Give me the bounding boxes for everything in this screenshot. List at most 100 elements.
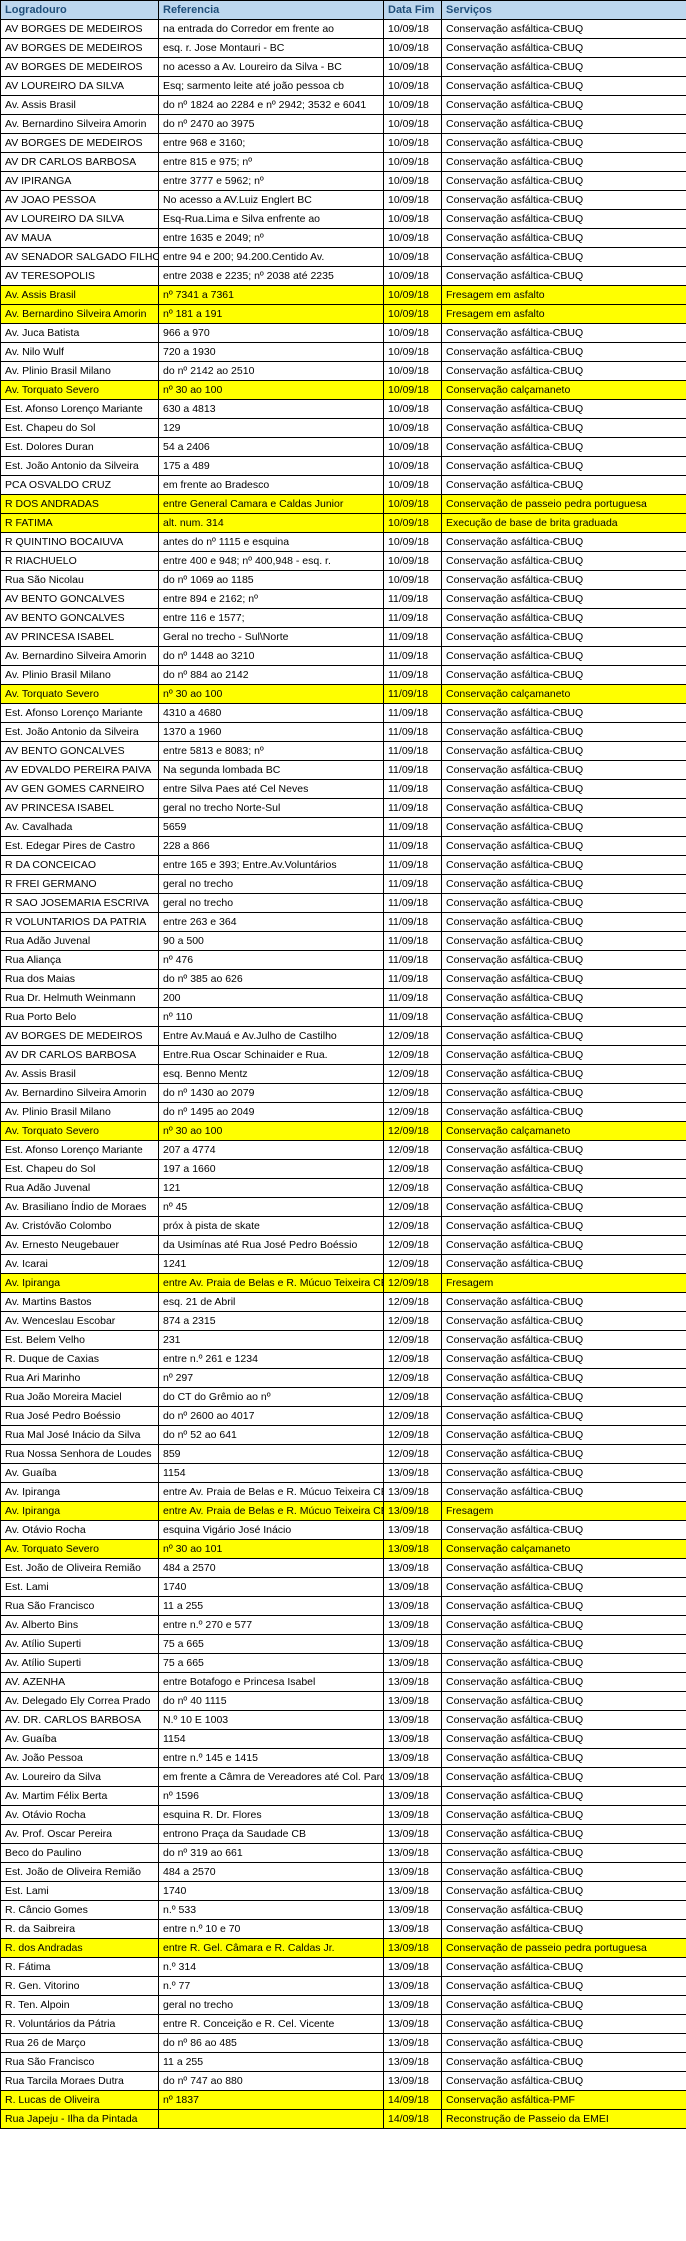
table-cell: Av. Martim Félix Berta (1, 1787, 159, 1806)
table-cell: 13/09/18 (384, 2053, 442, 2072)
table-cell: 13/09/18 (384, 1521, 442, 1540)
table-cell: Av. Plinio Brasil Milano (1, 1103, 159, 1122)
table-cell: Conservação asfáltica-CBUQ (442, 20, 686, 39)
table-cell: N.º 10 E 1003 (159, 1711, 384, 1730)
table-cell: Av. Guaíba (1, 1730, 159, 1749)
table-cell: Conservação asfáltica-CBUQ (442, 58, 686, 77)
table-row: Rua João Moreira Macieldo CT do Grêmio a… (1, 1388, 686, 1407)
table-row: AV SENADOR SALGADO FILHOentre 94 e 200; … (1, 248, 686, 267)
table-header: Logradouro Referencia Data Fim Serviços (1, 1, 686, 20)
table-cell: Conservação asfáltica-CBUQ (442, 1730, 686, 1749)
table-cell: Conservação asfáltica-CBUQ (442, 1578, 686, 1597)
table-cell: Conservação asfáltica-CBUQ (442, 647, 686, 666)
table-cell: Conservação asfáltica-CBUQ (442, 704, 686, 723)
table-cell: Av. Atílio Superti (1, 1635, 159, 1654)
table-cell: 12/09/18 (384, 1331, 442, 1350)
table-cell: 720 a 1930 (159, 343, 384, 362)
table-cell: Conservação asfáltica-CBUQ (442, 571, 686, 590)
table-cell: Conservação asfáltica-CBUQ (442, 1407, 686, 1426)
table-cell: 13/09/18 (384, 1464, 442, 1483)
table-cell: 10/09/18 (384, 362, 442, 381)
table-cell: entre 5813 e 8083; nº (159, 742, 384, 761)
table-cell: Av. Bernardino Silveira Amorin (1, 1084, 159, 1103)
table-cell: 12/09/18 (384, 1160, 442, 1179)
table-row: Av. Plinio Brasil Milanodo nº 1495 ao 20… (1, 1103, 686, 1122)
table-cell: 10/09/18 (384, 20, 442, 39)
table-cell: 859 (159, 1445, 384, 1464)
table-cell: entre Botafogo e Princesa Isabel (159, 1673, 384, 1692)
table-row: AV BORGES DE MEDEIROSesq. r. Jose Montau… (1, 39, 686, 58)
table-row: Est. Afonso Lorenço Mariante4310 a 46801… (1, 704, 686, 723)
table-row: AV. AZENHAentre Botafogo e Princesa Isab… (1, 1673, 686, 1692)
table-cell: Est. João Antonio da Silveira (1, 457, 159, 476)
table-cell: 12/09/18 (384, 1445, 442, 1464)
table-cell: Conservação asfáltica-CBUQ (442, 343, 686, 362)
table-cell: do nº 52 ao 641 (159, 1426, 384, 1445)
table-row: Av. Bernardino Silveira Amorindo nº 1448… (1, 647, 686, 666)
table-cell: 10/09/18 (384, 457, 442, 476)
table-cell: entre Av. Praia de Belas e R. Múcuo Teix… (159, 1274, 384, 1293)
table-cell: 484 a 2570 (159, 1863, 384, 1882)
table-cell: Est. Afonso Lorenço Mariante (1, 704, 159, 723)
table-cell: AV LOUREIRO DA SILVA (1, 210, 159, 229)
table-cell: Conservação asfáltica-CBUQ (442, 837, 686, 856)
table-row: Est. Afonso Lorenço Mariante207 a 477412… (1, 1141, 686, 1160)
table-cell: 11/09/18 (384, 951, 442, 970)
table-cell: Conservação asfáltica-CBUQ (442, 742, 686, 761)
table-cell: entre n.º 261 e 1234 (159, 1350, 384, 1369)
table-row: AV BORGES DE MEDEIROSno acesso a Av. Lou… (1, 58, 686, 77)
table-cell: 200 (159, 989, 384, 1008)
table-cell: 13/09/18 (384, 2034, 442, 2053)
table-cell: Conservação asfáltica-CBUQ (442, 1806, 686, 1825)
table-row: AV GEN GOMES CARNEIROentre Silva Paes at… (1, 780, 686, 799)
table-cell: Entre Av.Mauá e Av.Julho de Castilho (159, 1027, 384, 1046)
table-cell: 13/09/18 (384, 1730, 442, 1749)
table-row: Av. Brasiliano Índio de Moraesnº 4512/09… (1, 1198, 686, 1217)
table-cell: R DA CONCEICAO (1, 856, 159, 875)
table-cell: Conservação asfáltica-CBUQ (442, 1179, 686, 1198)
table-cell: 1154 (159, 1464, 384, 1483)
table-row: AV BENTO GONCALVESentre 894 e 2162; nº11… (1, 590, 686, 609)
table-cell: 10/09/18 (384, 77, 442, 96)
table-cell: 13/09/18 (384, 1692, 442, 1711)
table-cell: Av. Wenceslau Escobar (1, 1312, 159, 1331)
table-cell: Av. Plinio Brasil Milano (1, 362, 159, 381)
table-cell: no acesso a Av. Loureiro da Silva - BC (159, 58, 384, 77)
table-row: R FREI GERMANOgeral no trecho11/09/18Con… (1, 875, 686, 894)
table-cell: do nº 40 1115 (159, 1692, 384, 1711)
table-row: Rua 26 de Marçodo nº 86 ao 48513/09/18Co… (1, 2034, 686, 2053)
table-row: Av. Delegado Ely Correa Pradodo nº 40 11… (1, 1692, 686, 1711)
table-cell: Conservação asfáltica-CBUQ (442, 1597, 686, 1616)
table-cell: Est. Chapeu do Sol (1, 419, 159, 438)
table-cell: 12/09/18 (384, 1027, 442, 1046)
table-cell: Conservação asfáltica-CBUQ (442, 1388, 686, 1407)
table-cell: Conservação asfáltica-CBUQ (442, 248, 686, 267)
table-cell: Rua São Nicolau (1, 571, 159, 590)
table-cell: 14/09/18 (384, 2110, 442, 2129)
table-cell: Conservação asfáltica-CBUQ (442, 1996, 686, 2015)
table-row: AV MAUAentre 1635 e 2049; nº10/09/18Cons… (1, 229, 686, 248)
table-cell: 12/09/18 (384, 1312, 442, 1331)
table-row: R. dos Andradasentre R. Gel. Câmara e R.… (1, 1939, 686, 1958)
table-cell: esq. 21 de Abril (159, 1293, 384, 1312)
table-cell: Av. Prof. Oscar Pereira (1, 1825, 159, 1844)
table-cell: 12/09/18 (384, 1426, 442, 1445)
table-cell: 10/09/18 (384, 96, 442, 115)
table-cell: 12/09/18 (384, 1141, 442, 1160)
table-cell: Av. Ernesto Neugebauer (1, 1236, 159, 1255)
header-logradouro: Logradouro (1, 1, 159, 20)
table-cell: 11/09/18 (384, 818, 442, 837)
table-row: Av. Guaíba115413/09/18Conservação asfált… (1, 1730, 686, 1749)
table-cell: 11/09/18 (384, 723, 442, 742)
table-cell: 13/09/18 (384, 1920, 442, 1939)
table-cell: 13/09/18 (384, 2072, 442, 2091)
table-cell: Conservação asfáltica-CBUQ (442, 1711, 686, 1730)
table-cell: Beco do Paulino (1, 1844, 159, 1863)
table-cell: nº 30 ao 100 (159, 381, 384, 400)
table-cell: R. Ten. Alpoin (1, 1996, 159, 2015)
table-row: AV LOUREIRO DA SILVAEsq-Rua.Lima e Silva… (1, 210, 686, 229)
table-cell: R. da Saibreira (1, 1920, 159, 1939)
table-cell: Conservação calçamaneto (442, 1540, 686, 1559)
table-cell: 13/09/18 (384, 1559, 442, 1578)
table-row: Av. Bernardino Silveira Amorindo nº 1430… (1, 1084, 686, 1103)
